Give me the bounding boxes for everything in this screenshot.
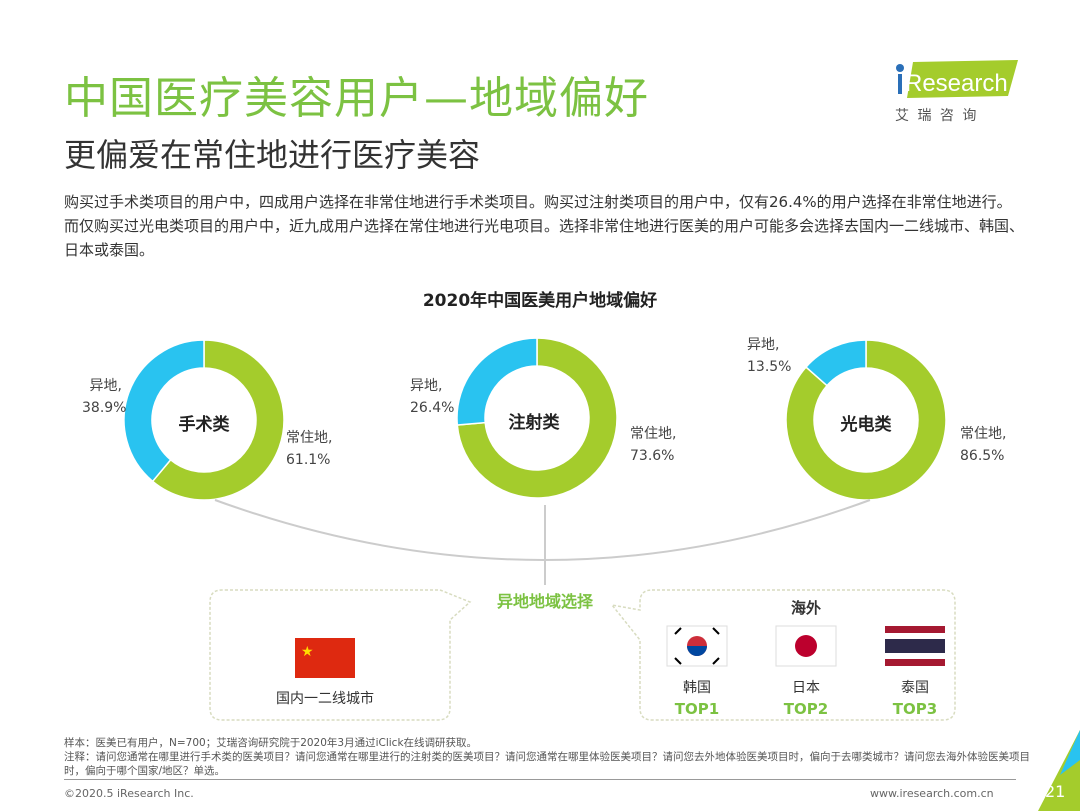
slice-label: 异地,: [747, 337, 780, 353]
selection-title: 异地地域选择: [496, 592, 593, 611]
slice-value: 26.4%: [410, 400, 455, 416]
domestic-label: 国内一二线城市: [276, 691, 374, 707]
overseas-bubble: [610, 589, 956, 721]
country-name: 韩国: [683, 680, 711, 696]
data-label-nonresident: 异地, 13.5%: [747, 334, 791, 378]
page-number: 21: [1045, 782, 1066, 801]
sample-note: 样本：医美已有用户，N=700；艾瑞咨询研究院于2020年3月通过iClick在…: [64, 737, 478, 749]
country-name: 日本: [792, 680, 820, 696]
description: 购买过手术类项目的用户中，四成用户选择在非常住地进行手术类项目。购买过注射类项目…: [64, 193, 1025, 259]
country-rank: TOP2: [783, 700, 829, 718]
connector-curve: [214, 499, 871, 561]
slice-value: 86.5%: [960, 448, 1005, 464]
resident-slice: [785, 339, 947, 501]
corner-decoration: [1038, 730, 1080, 811]
slice-label: 异地,: [89, 378, 122, 394]
resident-slice: [456, 337, 618, 499]
slice-label: 常住地,: [630, 426, 677, 442]
donut-center-label: 手术类: [178, 415, 230, 435]
nonresident-slice: [804, 339, 867, 387]
website-url: www.iresearch.com.cn: [870, 787, 994, 800]
data-label-resident: 常住地, 61.1%: [286, 427, 332, 471]
resident-slice: [151, 339, 285, 501]
japan-flag: [775, 625, 837, 667]
page-title: 中国医疗美容用户—地域偏好: [64, 73, 649, 124]
overseas-title: 海外: [790, 599, 821, 617]
nonresident-slice: [456, 337, 538, 426]
slice-value: 38.9%: [82, 400, 127, 416]
svg-text:Research: Research: [905, 70, 1008, 97]
slice-value: 73.6%: [630, 448, 675, 464]
thailand-flag: [885, 626, 945, 666]
data-label-nonresident: 异地, 38.9%: [82, 375, 126, 419]
chart-title: 2020年中国医美用户地域偏好: [422, 291, 658, 311]
footer-divider: [64, 779, 1016, 780]
domestic-bubble: [209, 589, 472, 721]
slice-value: 61.1%: [286, 452, 331, 468]
nonresident-slice: [123, 339, 205, 483]
footnote: 样本：医美已有用户，N=700；艾瑞咨询研究院于2020年3月通过iClick在…: [64, 736, 1044, 778]
donut-center-label: 光电类: [840, 415, 892, 435]
country-rank: TOP3: [892, 700, 938, 718]
slice-label: 常住地,: [286, 430, 333, 446]
question-note: 注释：请问您通常在哪里进行手术类的医美项目？请问您通常在哪里进行的注射类的医美项…: [64, 751, 1030, 777]
country-name: 泰国: [901, 680, 929, 696]
copyright: ©2020.5 iResearch Inc.: [64, 787, 194, 800]
china-flag: ★: [295, 638, 355, 678]
korea-flag: [666, 625, 728, 667]
page-subtitle: 更偏爱在常住地进行医疗美容: [64, 136, 481, 174]
slice-label: 异地,: [410, 378, 443, 394]
slice-label: 常住地,: [960, 426, 1007, 442]
svg-text:艾 瑞 咨 询: 艾 瑞 咨 询: [895, 108, 978, 124]
svg-text:★: ★: [301, 644, 314, 660]
data-label-nonresident: 异地, 26.4%: [410, 375, 454, 419]
data-label-resident: 常住地, 73.6%: [630, 423, 676, 467]
slice-value: 13.5%: [747, 359, 792, 375]
iresearch-logo: Research 艾 瑞 咨 询: [893, 58, 1033, 128]
country-rank: TOP1: [674, 700, 720, 718]
donut-center-label: 注射类: [508, 413, 560, 433]
data-label-resident: 常住地, 86.5%: [960, 423, 1006, 467]
